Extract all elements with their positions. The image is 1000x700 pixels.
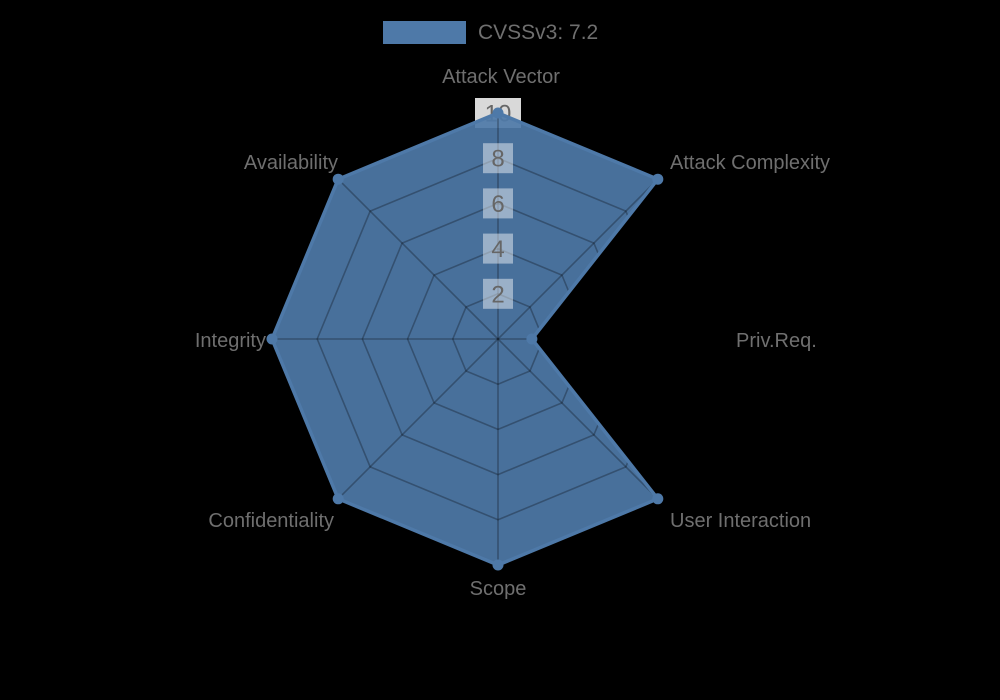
grid-ring — [406, 247, 590, 431]
axis-label: Attack Complexity — [670, 152, 830, 174]
tick-backdrop — [483, 143, 513, 174]
tick-backdrop — [483, 188, 513, 219]
axis-label: Priv.Req. — [736, 330, 817, 352]
tick-label: 2 — [491, 281, 504, 308]
legend-swatch — [383, 21, 466, 44]
axis-label: Attack Vector — [442, 66, 560, 88]
tick-backdrop — [483, 233, 513, 264]
tick-label: 6 — [491, 191, 504, 218]
grid-ring — [451, 292, 545, 386]
data-point[interactable] — [652, 173, 664, 185]
axis-label: Scope — [470, 578, 527, 600]
data-point[interactable] — [492, 107, 504, 119]
grid-ring — [361, 202, 635, 476]
grid-spoke — [337, 178, 499, 340]
grid-spoke — [497, 338, 659, 500]
data-area-fill — [272, 113, 658, 565]
data-point[interactable] — [492, 559, 504, 571]
legend-item[interactable]: CVSSv3: 7.2 — [383, 21, 598, 44]
grid-ring — [316, 157, 680, 521]
legend-label: CVSSv3: 7.2 — [478, 21, 599, 44]
axis-label: Confidentiality — [208, 510, 334, 532]
data-point[interactable] — [266, 333, 278, 345]
grid-spoke — [337, 338, 499, 500]
axis-label: Availability — [244, 152, 338, 174]
tick-label: 4 — [491, 236, 504, 263]
data-point[interactable] — [526, 333, 538, 345]
tick-label: 8 — [491, 146, 504, 173]
tick-backdrop — [483, 278, 513, 309]
data-point[interactable] — [332, 493, 344, 505]
axis-label: Integrity — [195, 330, 266, 352]
grid-spoke — [497, 178, 659, 340]
data-point[interactable] — [652, 493, 664, 505]
data-point[interactable] — [332, 173, 344, 185]
axis-label: User Interaction — [670, 510, 811, 532]
